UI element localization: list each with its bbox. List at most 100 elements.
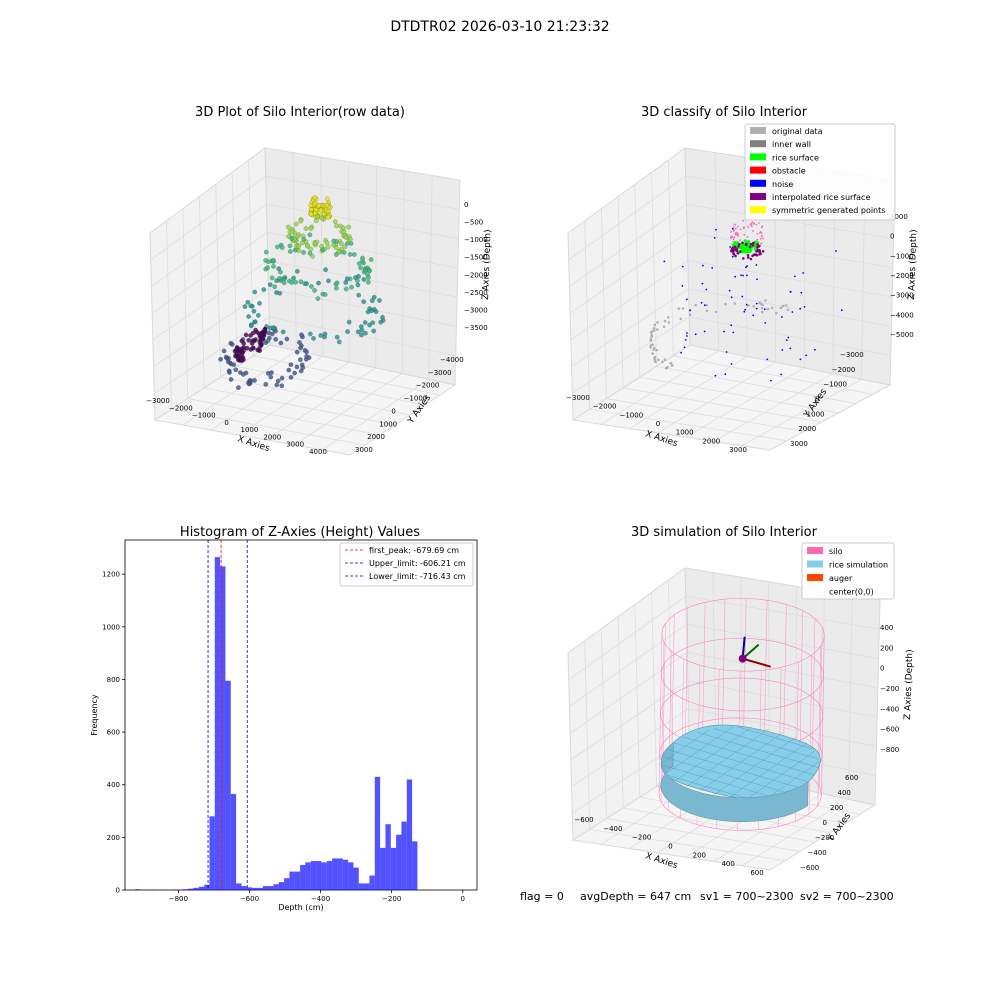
z-tick-label: 0 <box>464 201 468 209</box>
x-tick-label: −400 <box>311 895 330 903</box>
scatter-point <box>227 370 232 375</box>
z-tick-label: −1000 <box>464 236 488 244</box>
scatter-point <box>319 215 324 221</box>
scatter-point <box>766 307 770 311</box>
y-tick-label: 2000 <box>798 425 816 433</box>
panel-1-y-tick-labels: 3000 2000 1000 0 −1000 −2000 −3000 −4000 <box>355 356 464 454</box>
x-tick-label: −2000 <box>593 403 617 411</box>
scatter-point <box>239 338 245 344</box>
scatter-point <box>246 337 252 343</box>
scatter-point <box>281 280 287 286</box>
histogram-bar <box>374 776 381 890</box>
histogram-bar <box>305 862 311 890</box>
scatter-point <box>343 286 349 292</box>
scatter-point <box>835 250 837 252</box>
scatter-point <box>362 320 368 325</box>
histogram-bar <box>182 889 189 890</box>
z-tick-label: −400 <box>880 705 899 713</box>
scatter-point <box>735 249 739 253</box>
scatter-point <box>279 383 285 389</box>
histogram-bar <box>252 887 258 890</box>
scatter-point <box>739 228 742 231</box>
z-tick-label: 400 <box>880 624 893 632</box>
x-tick-label: −3000 <box>146 397 170 405</box>
z-tick-label: −600 <box>880 726 899 734</box>
scatter-point <box>341 250 347 255</box>
scatter-point <box>312 211 318 216</box>
panel-3-bars <box>134 557 418 890</box>
x-tick-label: −200 <box>382 895 401 903</box>
scatter-point <box>724 302 727 306</box>
z-tick-label: 0 <box>890 233 894 241</box>
scatter-point <box>261 332 266 338</box>
scatter-point <box>347 252 353 257</box>
scatter-point <box>649 345 652 349</box>
x-tick-label: 4000 <box>309 448 327 456</box>
scatter-point <box>324 203 330 208</box>
scatter-point <box>688 313 692 317</box>
scatter-point <box>780 373 782 376</box>
histogram-bar <box>284 878 290 890</box>
scatter-point <box>380 314 385 320</box>
scatter-point <box>221 348 227 354</box>
legend-label: rice simulation <box>829 561 888 570</box>
scatter-point <box>233 353 238 359</box>
panel-3-x-ticks: −800 −600 −400 −200 0 <box>169 890 465 903</box>
histogram-bar <box>236 883 242 890</box>
scatter-point <box>293 279 299 285</box>
scatter-point <box>334 280 340 286</box>
y-tick-label: −600 <box>800 864 819 872</box>
scatter-point <box>694 333 697 336</box>
scatter-point <box>299 362 305 368</box>
scatter-point <box>292 370 297 376</box>
scatter-point <box>657 358 660 362</box>
scatter-point <box>312 195 318 201</box>
scatter-point <box>749 242 753 246</box>
scatter-point <box>310 253 315 259</box>
panel-4-rice-surface <box>660 724 821 822</box>
y-tick-label: 1000 <box>102 623 120 631</box>
panel-1-scatter-points <box>218 195 386 390</box>
scatter-point <box>338 241 344 246</box>
scatter-point <box>359 327 365 333</box>
scatter-point <box>734 275 736 278</box>
panel-4-z-axis-label: Z Axies (Depth) <box>903 649 915 720</box>
scatter-point <box>326 208 331 214</box>
scatter-point <box>781 349 784 351</box>
scatter-point <box>274 290 279 295</box>
center-marker <box>738 654 747 663</box>
scatter-point <box>713 237 716 239</box>
scatter-point <box>366 275 371 280</box>
y-tick-label: 400 <box>838 789 851 797</box>
scatter-point <box>805 354 807 357</box>
scatter-point <box>663 260 666 263</box>
scatter-point <box>755 302 758 305</box>
scatter-point <box>755 307 758 310</box>
scatter-point <box>291 275 296 281</box>
scatter-point <box>284 336 290 342</box>
scatter-point <box>724 373 727 376</box>
z-tick-label: −5000 <box>890 331 914 339</box>
panel-1-z-axis-label: Z Axies (Depth) <box>481 229 493 300</box>
scatter-point <box>318 207 324 213</box>
histogram-bar <box>214 557 221 890</box>
scatter-point <box>253 337 258 342</box>
scatter-point <box>361 260 366 266</box>
scatter-point <box>732 238 735 241</box>
status-line: flag = 0 avgDepth = 647 cm sv1 = 700~230… <box>520 890 894 903</box>
scatter-point <box>752 253 756 256</box>
panel-2-floor-pane <box>571 344 892 451</box>
scatter-point <box>268 374 274 380</box>
scatter-point <box>733 302 737 305</box>
histogram-bar <box>310 861 317 890</box>
legend-label: symmetric generated points <box>772 206 885 215</box>
scatter-point <box>236 385 241 390</box>
scatter-point <box>741 295 744 298</box>
panel-histogram: Histogram of Z-Axies (Height) Values −80… <box>90 525 478 912</box>
panel-2-scatter-points <box>649 219 843 382</box>
scatter-point <box>743 239 747 243</box>
scatter-point <box>652 348 655 351</box>
scatter-point <box>253 319 258 325</box>
panel-3-y-axis-label: Frequency <box>90 694 99 736</box>
scatter-point <box>346 224 351 230</box>
